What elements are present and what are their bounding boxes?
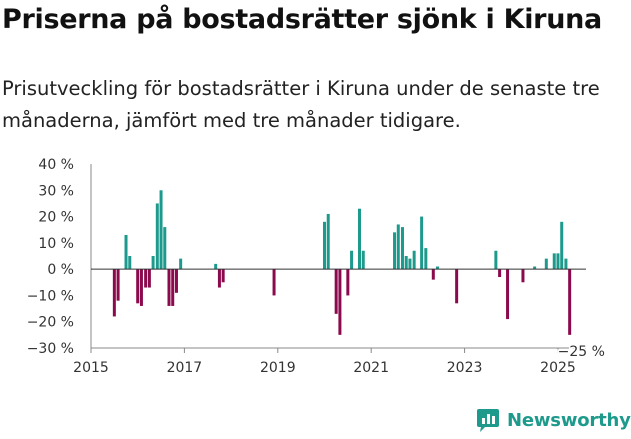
x-tick-label: 2025 <box>540 360 576 376</box>
bar-negative <box>455 269 459 304</box>
y-tick-label: 40 % <box>38 157 74 173</box>
y-tick-label: 10 % <box>38 236 74 252</box>
bar-negative <box>221 269 225 283</box>
bar-positive <box>436 266 439 270</box>
bar-positive <box>494 250 498 270</box>
bar-negative <box>272 269 276 296</box>
bar-positive <box>556 253 560 270</box>
bar-negative <box>136 269 140 304</box>
bar-positive <box>404 256 408 270</box>
bar-negative <box>139 269 143 306</box>
bar-positive <box>400 227 404 270</box>
bar-positive <box>163 227 167 270</box>
bar-positive <box>396 224 400 270</box>
bar-negative <box>346 269 350 296</box>
y-tick-label: −20 % <box>27 315 74 331</box>
bar-positive <box>361 250 365 270</box>
x-tick-label: 2015 <box>73 360 109 376</box>
bar-positive <box>564 258 568 270</box>
bar-negative <box>112 269 116 317</box>
x-tick-label: 2021 <box>353 360 389 376</box>
bar-negative <box>431 269 435 280</box>
chart-subtitle: Prisutveckling för bostadsrätter i Kirun… <box>2 77 600 132</box>
y-tick-label: −10 % <box>27 288 74 304</box>
bar-positive <box>322 221 326 270</box>
bar-positive <box>412 250 416 270</box>
bar-negative <box>167 269 171 306</box>
y-tick-label: 0 % <box>47 262 74 278</box>
bar-negative <box>506 269 510 320</box>
bar-negative <box>147 269 151 288</box>
bar-positive <box>151 256 155 270</box>
bar-negative <box>171 269 175 306</box>
bar-positive <box>560 221 564 270</box>
bar-negative <box>116 269 120 301</box>
bar-negative <box>568 269 572 335</box>
bar-negative <box>217 269 221 288</box>
x-tick-label: 2023 <box>447 360 483 376</box>
chart-title: Priserna på bostadsrätter sjönk i Kiruna <box>2 4 602 35</box>
bar-negative <box>498 269 502 278</box>
bar-positive <box>124 234 128 270</box>
newsworthy-logo: Newsworthy <box>475 407 631 433</box>
bar-negative <box>174 269 178 293</box>
bar-positive <box>393 232 397 270</box>
bar-positive <box>552 253 556 270</box>
bar-negative <box>338 269 342 335</box>
x-tick-label: 2017 <box>167 360 203 376</box>
latest-value-annotation: −25 % <box>558 344 605 360</box>
newsworthy-logo-icon <box>477 409 499 432</box>
bar-negative <box>144 269 148 288</box>
bar-positive <box>408 258 412 270</box>
y-tick-label: −30 % <box>27 341 74 357</box>
bar-positive <box>128 256 132 270</box>
bar-positive <box>424 248 428 270</box>
y-tick-label: 20 % <box>38 210 74 226</box>
bar-chart: 40 % 30 % 20 % 10 % 0 % −10 % −20 % −30 % 2015 20… <box>27 157 607 376</box>
newsworthy-logo-text: Newsworthy <box>507 409 631 431</box>
y-tick-label: 30 % <box>38 183 74 199</box>
bar-positive <box>326 213 330 270</box>
bar-positive <box>350 250 354 270</box>
bar-positive <box>533 266 537 270</box>
bar-negative <box>521 269 525 283</box>
bar-positive <box>544 258 548 270</box>
bar-negative <box>334 269 338 314</box>
bar-positive <box>159 190 163 270</box>
x-tick-label: 2019 <box>260 360 296 376</box>
bar-positive <box>358 208 362 270</box>
bar-positive <box>179 258 183 270</box>
bar-positive <box>420 216 424 270</box>
bar-positive <box>214 263 218 270</box>
bar-positive <box>155 203 159 270</box>
